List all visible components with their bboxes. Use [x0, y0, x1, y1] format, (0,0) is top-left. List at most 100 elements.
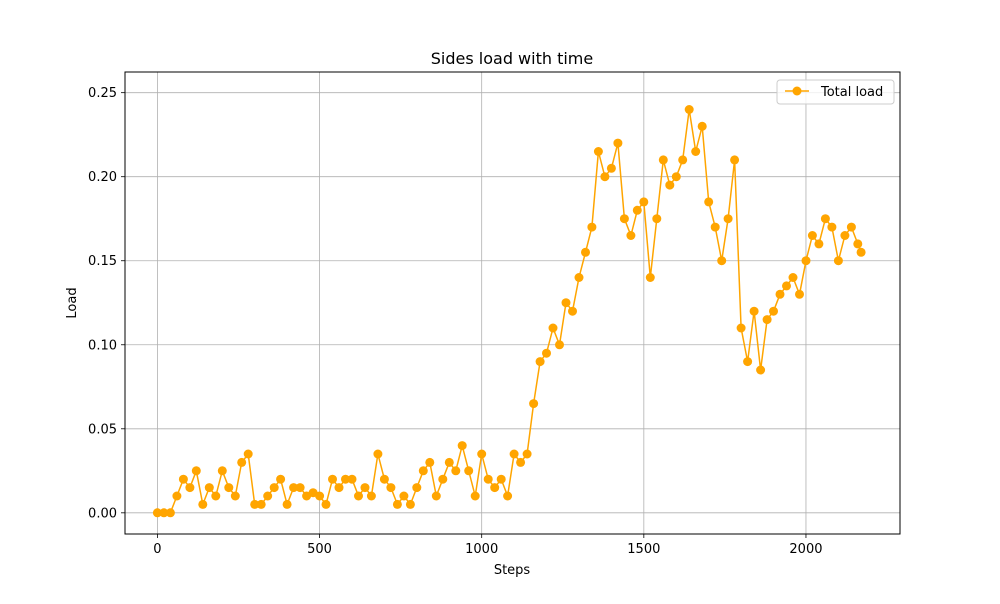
data-point: [632, 205, 642, 215]
data-point: [334, 483, 344, 493]
data-point: [451, 466, 461, 476]
y-tick-label: 0.10: [88, 338, 117, 353]
data-point: [807, 231, 817, 240]
data-point: [574, 273, 584, 282]
data-point: [165, 508, 175, 518]
data-point: [613, 138, 623, 148]
y-ticks: 0.00 0.05 0.10 0.15 0.20 0.25: [88, 86, 125, 521]
data-point: [730, 155, 740, 165]
chart-title: Sides load with time: [431, 49, 593, 68]
y-tick-label: 0.25: [88, 86, 117, 101]
data-point: [684, 105, 694, 114]
data-point: [250, 499, 260, 509]
data-point: [341, 474, 350, 484]
axes-frame: [124, 71, 901, 535]
data-point: [464, 466, 474, 476]
data-point: [204, 483, 214, 493]
data-point: [814, 239, 824, 249]
data-point: [749, 306, 759, 316]
data-point: [490, 483, 500, 493]
data-point: [856, 247, 866, 257]
data-point: [405, 499, 415, 509]
data-point: [801, 256, 811, 266]
data-point: [152, 508, 162, 518]
data-point: [230, 491, 240, 501]
data-point: [561, 298, 571, 308]
data-point: [606, 163, 616, 173]
data-point: [237, 457, 247, 467]
data-point: [379, 474, 389, 484]
data-point: [282, 499, 292, 509]
data-point: [373, 449, 383, 459]
data-point: [425, 457, 435, 467]
data-point: [820, 214, 830, 224]
data-point: [328, 474, 337, 484]
data-point: [788, 273, 798, 282]
grid: [125, 72, 900, 534]
data-point: [555, 340, 564, 350]
data-point: [198, 499, 208, 509]
data-point: [399, 491, 409, 501]
data-point: [619, 214, 629, 224]
data-point: [483, 474, 493, 484]
data-point: [769, 306, 778, 316]
data-point: [191, 466, 201, 476]
data-point: [243, 449, 253, 459]
data-point: [269, 483, 279, 493]
series-layer: [152, 105, 866, 518]
data-point: [846, 222, 856, 232]
data-point: [639, 197, 649, 207]
x-tick-label: 2000: [789, 542, 822, 557]
data-point: [665, 180, 675, 190]
data-point: [178, 474, 188, 484]
data-point: [840, 231, 850, 240]
data-point: [743, 357, 753, 367]
data-point: [263, 491, 273, 501]
data-point: [645, 273, 655, 282]
data-point: [833, 256, 843, 266]
data-point: [795, 289, 804, 299]
data-point: [756, 365, 766, 375]
data-point: [509, 449, 519, 459]
data-point: [762, 315, 772, 325]
data-point: [723, 214, 733, 224]
y-tick-label: 0.15: [88, 254, 117, 269]
data-point: [457, 441, 467, 451]
data-point: [315, 491, 325, 501]
data-point: [775, 289, 785, 299]
data-point: [172, 491, 182, 501]
legend-label: Total load: [820, 85, 883, 100]
data-point: [782, 281, 791, 291]
data-point: [477, 449, 487, 459]
x-tick-label: 0: [153, 542, 161, 557]
data-point: [548, 323, 558, 333]
data-point: [386, 483, 396, 493]
data-point: [691, 147, 701, 156]
data-point: [542, 348, 551, 358]
x-tick-label: 500: [307, 542, 332, 557]
data-point: [412, 483, 422, 493]
data-point: [516, 457, 526, 467]
y-tick-label: 0.05: [88, 422, 117, 437]
data-point: [678, 155, 688, 165]
data-point: [354, 491, 363, 501]
data-point: [652, 214, 662, 224]
data-point: [568, 306, 577, 316]
data-point: [431, 491, 441, 501]
data-point: [444, 457, 454, 467]
data-point: [593, 147, 603, 156]
data-point: [529, 399, 539, 409]
y-tick-label: 0.20: [88, 170, 117, 185]
data-point: [366, 491, 376, 501]
data-point: [522, 449, 532, 459]
data-point: [295, 483, 305, 493]
data-point: [710, 222, 720, 232]
data-point: [392, 499, 402, 509]
data-point: [581, 247, 590, 257]
data-point: [211, 491, 221, 501]
data-point: [438, 474, 448, 484]
data-point: [360, 483, 370, 493]
data-point: [717, 256, 727, 266]
